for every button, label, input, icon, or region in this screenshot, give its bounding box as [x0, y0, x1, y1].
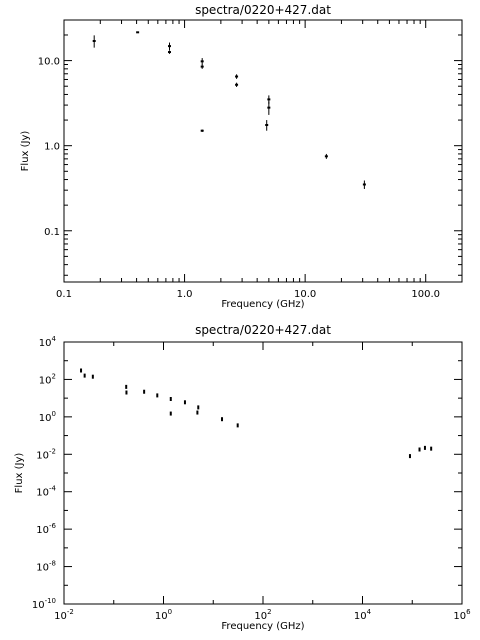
x-tick-label-bottom: 104 [354, 608, 372, 622]
plot-frame-bottom [63, 341, 463, 605]
point-marker [125, 390, 128, 395]
point-marker [125, 384, 128, 389]
data-point [265, 120, 269, 131]
ticks-top: 0.1 1.0 10.0 100.0 0.1 1.0 10.0 [38, 19, 463, 300]
data-point [236, 423, 239, 428]
data-point [168, 50, 172, 54]
chart-title-bottom: spectra/0220+427.dat [195, 323, 331, 337]
data-point [143, 389, 146, 394]
y-tick-label-bottom: 102 [39, 372, 56, 386]
y-tick-label-bottom: 10-2 [36, 447, 56, 461]
data-point [430, 446, 433, 451]
data-point [408, 454, 411, 459]
x-tick-label-bottom: 100 [155, 608, 172, 622]
y-axis-label-top: Flux (Jy) [20, 131, 31, 172]
data-point [197, 405, 200, 410]
points-top [92, 31, 366, 189]
data-point [200, 64, 204, 69]
point-marker [197, 405, 200, 410]
x-tick-label-top: 0.1 [56, 289, 72, 300]
data-point [156, 393, 159, 398]
data-point [200, 58, 204, 65]
y-tick-label-bottom: 10-6 [36, 522, 56, 536]
y-tick-label-bottom: 100 [39, 410, 56, 424]
y-tick-label-top: 1.0 [44, 142, 60, 153]
y-tick-label-bottom: 10-10 [32, 597, 56, 611]
data-point [362, 180, 366, 189]
data-point [91, 374, 94, 379]
point-marker [183, 400, 186, 405]
point-marker [83, 373, 86, 378]
point-marker [169, 411, 172, 416]
data-point [196, 410, 199, 415]
chart-title-top: spectra/0220+427.dat [195, 3, 331, 17]
point-marker [169, 396, 172, 401]
panel-top: spectra/0220+427.dat Frequency (GHz) Flu… [20, 3, 463, 310]
data-point [169, 411, 172, 416]
x-tick-label-top: 100.0 [411, 289, 440, 300]
point-marker [418, 447, 421, 452]
panel-bottom: spectra/0220+427.dat Frequency (GHz) Flu… [14, 323, 471, 632]
data-point [267, 101, 271, 115]
ticks-bottom: 10-2 100 102 104 106 104 102 100 10-2 10-4 10-6 10-… [32, 335, 471, 622]
data-point [183, 400, 186, 405]
point-marker [91, 374, 94, 379]
point-marker [143, 389, 146, 394]
point-marker [80, 368, 83, 373]
point-marker [196, 410, 199, 415]
x-tick-label-top: 10.0 [294, 289, 316, 300]
point-marker [221, 417, 224, 422]
plot-frame-top [63, 19, 463, 283]
y-tick-label-top: 10.0 [38, 57, 60, 68]
x-tick-label-bottom: 102 [254, 608, 271, 622]
y-tick-label-bottom: 104 [39, 335, 57, 349]
x-tick-label-top: 1.0 [177, 289, 193, 300]
point-marker [156, 393, 159, 398]
data-point [221, 417, 224, 422]
data-point [200, 129, 204, 132]
data-point [418, 447, 421, 452]
data-point [324, 153, 328, 159]
data-point [235, 74, 239, 79]
data-point [423, 445, 426, 450]
point-marker [423, 445, 426, 450]
data-point [169, 396, 172, 401]
data-point [136, 31, 140, 34]
data-point [125, 384, 128, 389]
data-point [83, 373, 86, 378]
y-tick-label-bottom: 10-8 [36, 560, 56, 574]
y-tick-label-top: 0.1 [44, 227, 60, 238]
x-axis-label-bottom: Frequency (GHz) [221, 621, 304, 632]
points-bottom [80, 368, 433, 459]
y-axis-label-bottom: Flux (Jy) [14, 453, 25, 494]
point-marker [408, 454, 411, 459]
data-point [235, 82, 239, 87]
data-point [125, 390, 128, 395]
data-point [92, 35, 96, 48]
x-axis-label-top: Frequency (GHz) [221, 299, 304, 310]
y-tick-label-bottom: 10-4 [36, 485, 56, 499]
point-marker [236, 423, 239, 428]
point-marker [430, 446, 433, 451]
x-tick-label-bottom: 106 [453, 608, 471, 622]
x-tick-label-bottom: 10-2 [54, 608, 74, 622]
data-point [168, 42, 172, 51]
data-point [80, 368, 83, 373]
